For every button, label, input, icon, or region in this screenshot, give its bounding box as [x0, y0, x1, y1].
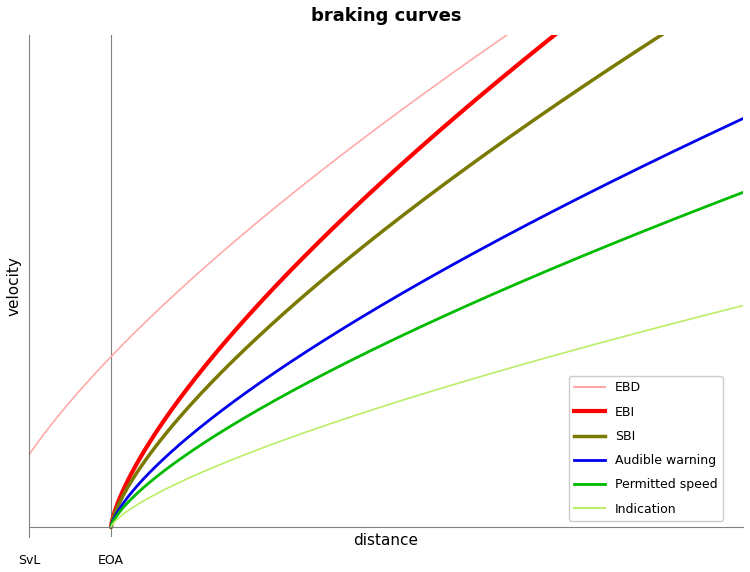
Legend: EBD, EBI, SBI, Audible warning, Permitted speed, Indication: EBD, EBI, SBI, Audible warning, Permitte…: [568, 376, 722, 521]
Text: SvL: SvL: [18, 554, 40, 567]
Y-axis label: velocity: velocity: [7, 256, 22, 316]
Title: braking curves: braking curves: [310, 7, 461, 25]
Text: EOA: EOA: [98, 554, 124, 567]
X-axis label: distance: distance: [353, 533, 419, 547]
